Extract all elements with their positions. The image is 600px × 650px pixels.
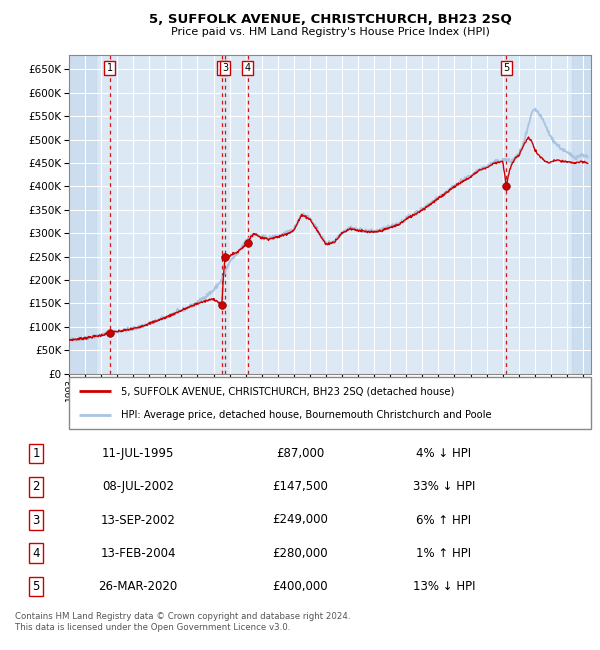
- Text: 13% ↓ HPI: 13% ↓ HPI: [413, 580, 475, 593]
- Text: 5, SUFFOLK AVENUE, CHRISTCHURCH, BH23 2SQ (detached house): 5, SUFFOLK AVENUE, CHRISTCHURCH, BH23 2S…: [121, 386, 455, 396]
- Text: £87,000: £87,000: [276, 447, 324, 460]
- Bar: [69, 55, 97, 374]
- Text: 11-JUL-1995: 11-JUL-1995: [102, 447, 174, 460]
- Text: 5: 5: [32, 580, 40, 593]
- Text: 5, SUFFOLK AVENUE, CHRISTCHURCH, BH23 2SQ: 5, SUFFOLK AVENUE, CHRISTCHURCH, BH23 2S…: [149, 13, 511, 26]
- Text: 3: 3: [32, 514, 40, 526]
- Text: £249,000: £249,000: [272, 514, 328, 526]
- Text: 4: 4: [32, 547, 40, 560]
- Text: £400,000: £400,000: [272, 580, 328, 593]
- Text: 4% ↓ HPI: 4% ↓ HPI: [416, 447, 472, 460]
- Text: 33% ↓ HPI: 33% ↓ HPI: [413, 480, 475, 493]
- Text: 26-MAR-2020: 26-MAR-2020: [98, 580, 178, 593]
- Text: 13-SEP-2002: 13-SEP-2002: [101, 514, 175, 526]
- Text: 3: 3: [222, 63, 228, 73]
- Text: £280,000: £280,000: [272, 547, 328, 560]
- Text: 1% ↑ HPI: 1% ↑ HPI: [416, 547, 472, 560]
- Text: 1: 1: [107, 63, 113, 73]
- FancyBboxPatch shape: [69, 377, 591, 429]
- Text: Contains HM Land Registry data © Crown copyright and database right 2024.
This d: Contains HM Land Registry data © Crown c…: [15, 612, 350, 632]
- Text: Price paid vs. HM Land Registry's House Price Index (HPI): Price paid vs. HM Land Registry's House …: [170, 27, 490, 37]
- Text: 2: 2: [219, 63, 225, 73]
- Text: £147,500: £147,500: [272, 480, 328, 493]
- Text: 1: 1: [32, 447, 40, 460]
- Text: 13-FEB-2004: 13-FEB-2004: [100, 547, 176, 560]
- Text: 08-JUL-2002: 08-JUL-2002: [102, 480, 174, 493]
- Bar: [572, 55, 591, 374]
- Text: 5: 5: [503, 63, 509, 73]
- Text: 6% ↑ HPI: 6% ↑ HPI: [416, 514, 472, 526]
- Text: 4: 4: [245, 63, 251, 73]
- Text: HPI: Average price, detached house, Bournemouth Christchurch and Poole: HPI: Average price, detached house, Bour…: [121, 410, 492, 420]
- Text: 2: 2: [32, 480, 40, 493]
